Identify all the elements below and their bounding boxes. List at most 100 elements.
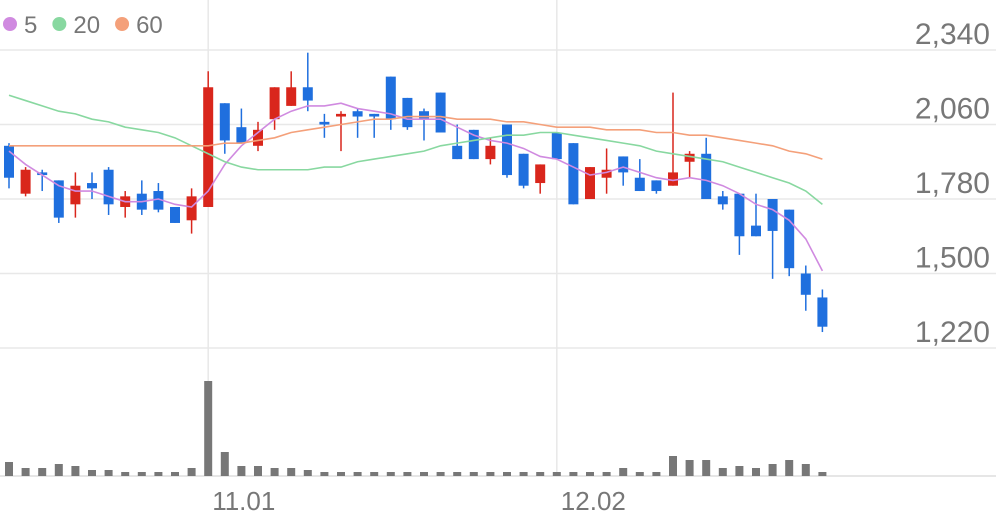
volume-bar	[5, 462, 13, 476]
candle-body	[203, 87, 214, 207]
volume-bar	[403, 472, 412, 476]
volume-bar	[569, 472, 578, 476]
candle-body	[717, 196, 728, 205]
volume-bar	[785, 460, 794, 476]
volume-bar	[519, 472, 528, 476]
volume-bar	[420, 472, 428, 476]
y-tick-label: 1,500	[915, 242, 990, 275]
volume-bar	[220, 452, 229, 476]
volume-bar	[718, 468, 727, 476]
candle-body	[634, 177, 645, 192]
volume-bar	[370, 472, 379, 476]
volume-bar	[602, 472, 611, 476]
ma-line	[9, 115, 823, 160]
candle-body	[319, 121, 330, 125]
candle-body	[668, 172, 678, 186]
volume-bar	[436, 472, 445, 476]
candle-body	[269, 87, 280, 120]
candle-body	[336, 113, 346, 117]
volume-bar	[469, 472, 478, 476]
legend-dot	[3, 17, 17, 31]
candle-body	[518, 153, 529, 186]
volume-bar	[619, 468, 628, 476]
candle-body	[402, 97, 413, 128]
candle-body	[701, 153, 712, 200]
volume-bar	[54, 464, 63, 476]
candle-body	[618, 156, 629, 173]
candle-body	[385, 76, 396, 120]
volume-bar	[88, 470, 96, 476]
volume-bar	[320, 472, 329, 476]
volume-bar	[752, 468, 760, 476]
candle-body	[452, 145, 463, 160]
volume-bar	[204, 381, 213, 476]
volume-bar	[818, 472, 827, 476]
candle-body	[585, 167, 595, 200]
candle-body	[535, 164, 546, 184]
legend-label: 20	[73, 12, 100, 39]
volume-bar	[353, 472, 362, 476]
volume-bar	[137, 472, 146, 476]
volume-bar	[270, 468, 279, 476]
candle-body	[186, 196, 197, 221]
candle-body	[419, 111, 429, 120]
volume-bar	[669, 456, 677, 476]
volume-bar	[287, 468, 296, 476]
volume-bar	[801, 464, 810, 476]
candle-body	[800, 273, 811, 295]
candle-body	[4, 145, 14, 178]
candle-body	[219, 103, 230, 141]
candle-body	[784, 209, 795, 269]
volume-bar	[38, 468, 47, 476]
candle-body	[352, 111, 363, 117]
x-tick-label: 11.01	[212, 486, 275, 516]
y-tick-label: 2,060	[915, 93, 990, 126]
ma-line	[8, 102, 824, 272]
volume-bar	[453, 472, 462, 476]
volume-bar	[187, 468, 196, 476]
candle-body	[568, 143, 579, 205]
candle-body	[153, 191, 164, 210]
volume-bar	[536, 472, 545, 476]
volume-bar	[71, 466, 80, 476]
candle-body	[817, 297, 828, 327]
candle-body	[767, 199, 778, 231]
candle-body	[435, 92, 446, 133]
volume-bar	[652, 472, 661, 476]
candle-body	[302, 87, 313, 101]
candle-body	[369, 113, 380, 117]
volume-bar	[237, 466, 246, 476]
candle-body	[236, 127, 247, 144]
candle-body	[684, 153, 695, 162]
volume-bar	[552, 472, 561, 476]
candle-body	[485, 145, 496, 160]
x-tick-label: 12.02	[561, 486, 626, 516]
legend-label: 5	[24, 12, 37, 39]
candle-body	[253, 129, 263, 146]
volume-bar	[735, 466, 744, 476]
candle-body	[651, 180, 662, 192]
volume-bar	[121, 472, 130, 476]
volume-bar	[685, 460, 694, 476]
volume-bar	[303, 470, 312, 476]
volume-bar	[702, 460, 711, 476]
volume-bar	[171, 472, 179, 476]
legend-dot	[52, 17, 67, 31]
volume-bar	[386, 472, 395, 476]
volume-bar	[635, 472, 644, 476]
legend-label: 60	[136, 12, 163, 39]
candle-body	[37, 172, 48, 176]
y-tick-label: 2,340	[915, 18, 990, 51]
candle-body	[551, 132, 562, 160]
candle-body	[468, 129, 479, 160]
candle-body	[601, 169, 612, 178]
candle-body	[53, 180, 64, 218]
y-tick-label: 1,780	[915, 167, 990, 200]
candle-body	[70, 185, 81, 205]
candle-body	[751, 225, 761, 237]
volume-bar	[503, 472, 511, 476]
candle-body	[87, 183, 97, 189]
candle-body	[20, 169, 31, 194]
candle-body	[502, 124, 512, 176]
